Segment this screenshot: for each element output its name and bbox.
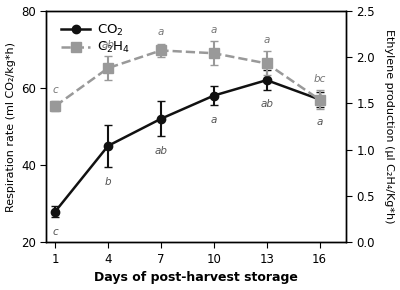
Text: a: a (264, 35, 270, 45)
Text: a: a (316, 117, 323, 127)
Legend: CO$_2$, C$_2$H$_4$: CO$_2$, C$_2$H$_4$ (56, 17, 135, 61)
Text: ab: ab (154, 146, 168, 156)
Text: c: c (52, 85, 58, 95)
Text: c: c (52, 227, 58, 237)
Y-axis label: Respiration rate (ml CO₂/kg*h): Respiration rate (ml CO₂/kg*h) (6, 41, 16, 211)
Text: a: a (211, 25, 217, 35)
X-axis label: Days of post-harvest storage: Days of post-harvest storage (94, 271, 298, 284)
Text: b: b (105, 177, 111, 187)
Text: a: a (158, 28, 164, 37)
Text: ab: ab (102, 39, 114, 50)
Text: bc: bc (313, 74, 326, 84)
Y-axis label: Ethylene production (µl C₂H₄/Kg*h): Ethylene production (µl C₂H₄/Kg*h) (384, 29, 394, 224)
Text: ab: ab (260, 99, 273, 109)
Text: a: a (211, 115, 217, 125)
